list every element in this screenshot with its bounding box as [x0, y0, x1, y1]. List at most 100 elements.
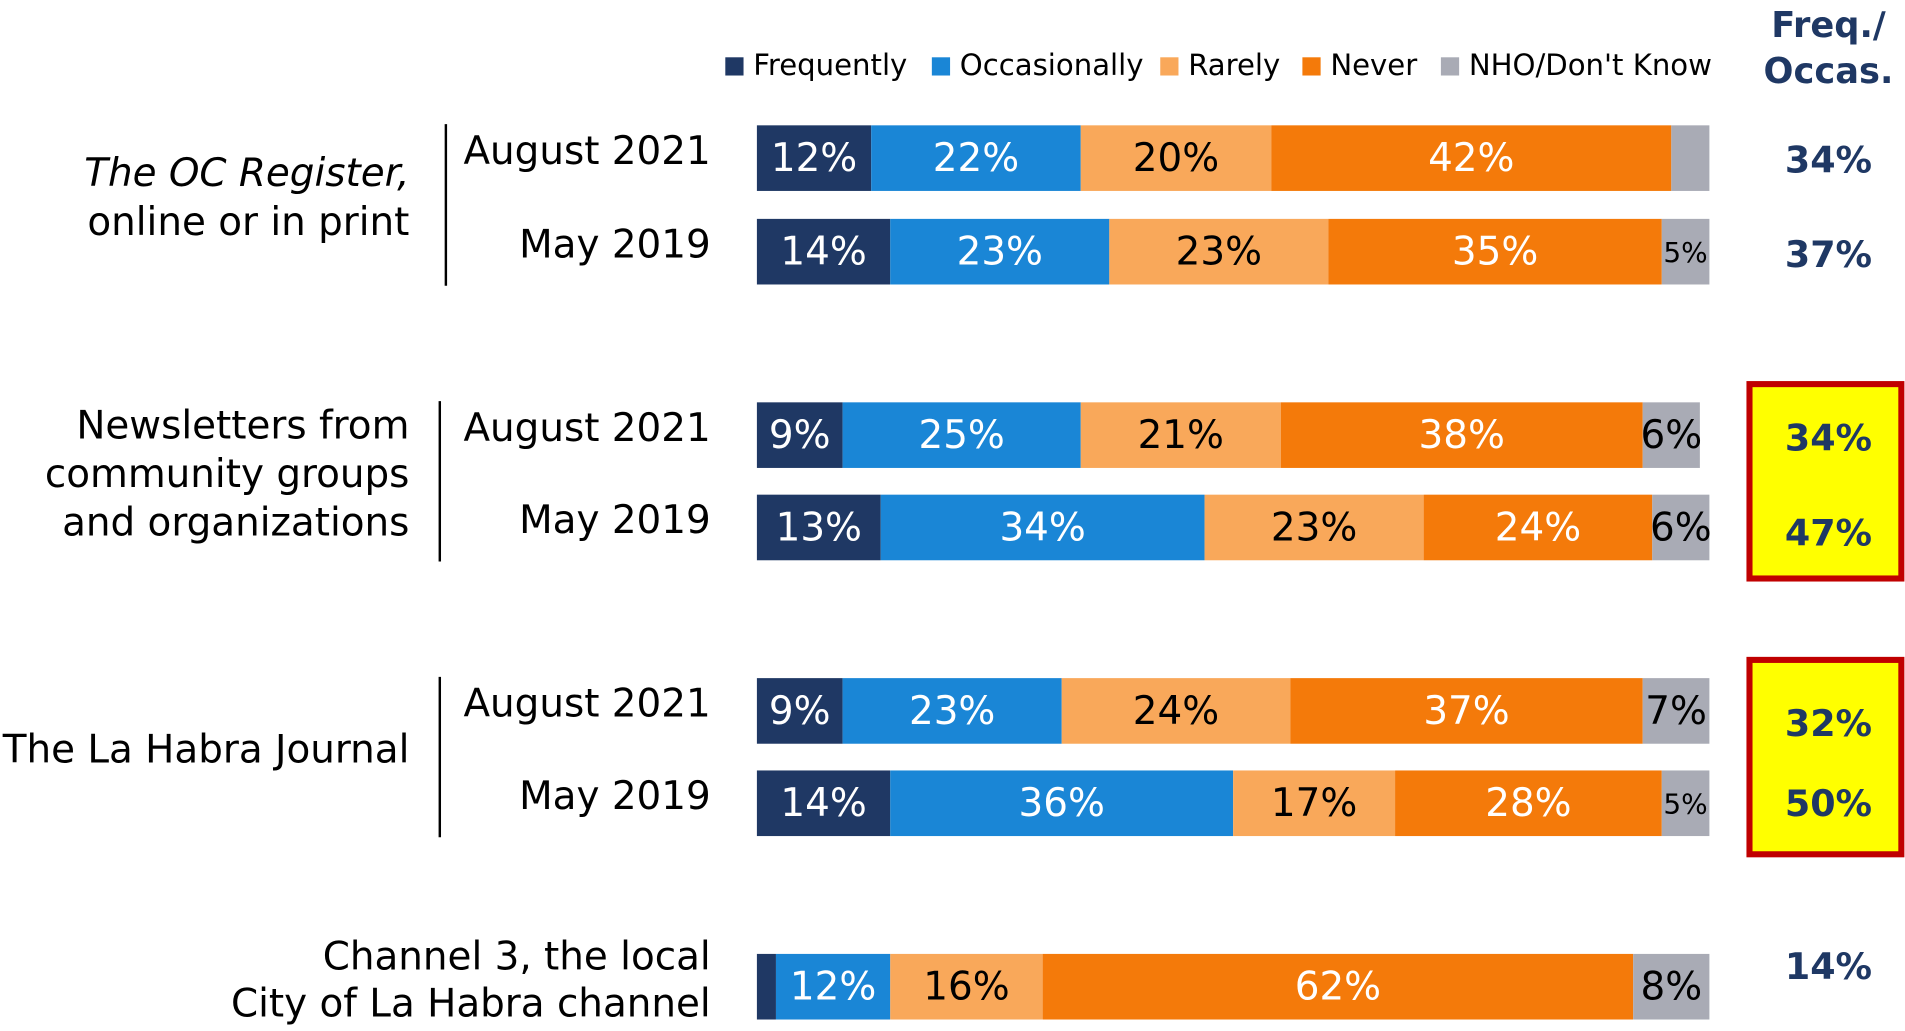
highlight-box [1746, 381, 1905, 582]
data-label: 5% [1663, 236, 1707, 269]
data-label: 13% [776, 505, 862, 550]
data-label: 23% [1271, 505, 1357, 550]
freq-value: 14% [1785, 945, 1872, 988]
data-label: 12% [771, 136, 857, 181]
data-label: 21% [1138, 413, 1224, 458]
data-label: 35% [1452, 230, 1538, 275]
bar-segment [890, 218, 1110, 285]
bar-segment [1271, 125, 1672, 191]
legend-label: Never [1330, 48, 1417, 82]
bar-segment [842, 678, 1062, 744]
freq-value: 34% [1785, 138, 1872, 181]
data-label: 6% [1650, 505, 1712, 550]
bar-segment [1661, 770, 1710, 837]
bar-segment [842, 402, 1081, 468]
data-label: 14% [780, 230, 866, 275]
bar-segment [1395, 770, 1662, 837]
bar-segment [756, 494, 881, 561]
bar-segment [1061, 678, 1291, 744]
bar-segment [1233, 770, 1396, 837]
bar-segment [1642, 402, 1700, 468]
legend-swatch [1160, 57, 1179, 76]
legend-label: Frequently [753, 48, 907, 82]
highlight-box [1746, 656, 1905, 858]
bar-segment [756, 770, 891, 837]
data-label: 38% [1419, 413, 1505, 458]
data-label: 14% [780, 781, 866, 826]
bar-segment [756, 218, 891, 285]
bar-segment [775, 953, 891, 1020]
data-label: 36% [1019, 781, 1105, 826]
data-label: 8% [1640, 965, 1702, 1010]
row-label: August 2021 [463, 129, 710, 174]
bar-segment [871, 125, 1081, 191]
legend-swatch [725, 57, 744, 76]
data-label: 16% [923, 965, 1009, 1010]
group-label: and organizations [62, 501, 409, 546]
data-label: 42% [1428, 136, 1514, 181]
bar-segment [1642, 678, 1710, 744]
data-label: 22% [933, 136, 1019, 181]
bar-segment [1661, 218, 1710, 285]
bar-segment [1633, 953, 1710, 1020]
data-label: 24% [1133, 689, 1219, 734]
data-label: 23% [957, 230, 1043, 275]
bar-segment [1423, 494, 1653, 561]
data-label: 6% [1640, 413, 1702, 458]
bar-segment [1204, 494, 1424, 561]
bar-segment [890, 770, 1234, 837]
group-label: online or in print [87, 200, 409, 245]
group-label: The OC Register, [84, 151, 409, 196]
data-label: 25% [918, 413, 1004, 458]
legend-label: Rarely [1188, 48, 1280, 82]
data-label: 12% [790, 965, 876, 1010]
bar-segment [1652, 494, 1710, 561]
bar-segment [880, 494, 1205, 561]
bar-segment [756, 125, 872, 191]
legend-label: Occasionally [960, 48, 1144, 82]
data-label: 20% [1133, 136, 1219, 181]
freq-value: 32% [1785, 702, 1872, 745]
bar-segment [1080, 402, 1281, 468]
legend-swatch [931, 57, 951, 76]
row-label: May 2019 [519, 222, 711, 267]
row-label: August 2021 [463, 682, 710, 727]
row-label: May 2019 [519, 498, 711, 543]
bar-segment [1328, 218, 1662, 285]
bar-segment [1290, 678, 1643, 744]
bar-segment [1042, 953, 1634, 1020]
group-label: community groups [45, 452, 410, 497]
bar-segment [1109, 218, 1329, 285]
bar-segment [890, 953, 1043, 1020]
data-label: 62% [1295, 965, 1381, 1010]
data-label: 5% [1663, 788, 1707, 821]
data-label: 28% [1485, 781, 1571, 826]
group-label: The La Habra Journal [2, 728, 410, 773]
freq-title: Occas. [1764, 51, 1894, 92]
freq-value: 47% [1785, 511, 1872, 554]
legend-swatch [1440, 57, 1460, 76]
row-label: May 2019 [519, 774, 711, 819]
group-label: City of La Habra channel [231, 982, 711, 1027]
data-label: 34% [999, 505, 1085, 550]
bar-segment [1671, 125, 1710, 191]
data-label: 7% [1645, 689, 1707, 734]
bar-segment [756, 678, 843, 744]
row-label: August 2021 [463, 406, 710, 451]
bar-segment [1080, 125, 1272, 191]
data-label: 24% [1495, 505, 1581, 550]
bar-segment [1280, 402, 1643, 468]
bar-segment [756, 953, 776, 1020]
data-label: 17% [1271, 781, 1357, 826]
freq-value: 37% [1785, 233, 1872, 276]
legend-swatch [1302, 57, 1321, 76]
bar-segment [756, 402, 843, 468]
group-label: Newsletters from [76, 403, 409, 448]
group-label: Channel 3, the local [323, 934, 711, 979]
data-label: 37% [1423, 689, 1509, 734]
data-label: 23% [909, 689, 995, 734]
data-label: 9% [769, 413, 831, 458]
freq-title: Freq./ [1771, 5, 1886, 46]
freq-value: 34% [1785, 416, 1872, 459]
